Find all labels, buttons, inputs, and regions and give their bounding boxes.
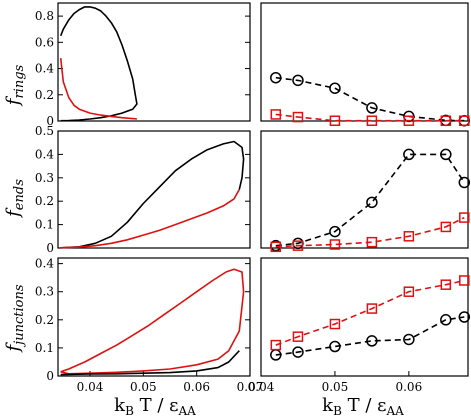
y-tick-label: 0.2 <box>35 194 54 208</box>
data-point-circle <box>458 311 471 323</box>
data-point-square <box>329 115 341 126</box>
data-point-square <box>270 109 282 120</box>
data-point-circle <box>329 340 341 353</box>
data-point-square <box>366 303 378 314</box>
data-point-circle <box>270 71 282 84</box>
y-tick-label: 0.1 <box>35 218 54 232</box>
data-point-circle <box>292 346 304 358</box>
data-point-circle <box>403 148 415 161</box>
x-tick-label: 0.04 <box>77 380 104 394</box>
data-point-circle <box>329 225 341 238</box>
data-point-square <box>440 279 452 290</box>
x-tick-label: 0.07 <box>237 380 264 394</box>
series-line-black <box>59 6 138 122</box>
data-point-circle <box>366 196 378 209</box>
panel-junctions-theory: 0 0.1 0.2 0.3 0.4 0.04 0.05 0.06 0.07 <box>35 257 263 394</box>
data-point-square <box>459 275 470 286</box>
data-point-square <box>403 115 415 126</box>
ylabel-junctions: fjunctions <box>3 284 27 353</box>
y-tick-label: 0.4 <box>35 62 54 76</box>
ylabel-ends: fends <box>3 179 27 219</box>
y-tick-label: 0.5 <box>35 124 54 138</box>
y-tick-label: 0 <box>46 369 54 383</box>
y-tick-label: 0.3 <box>35 171 54 185</box>
data-point-square <box>459 115 470 126</box>
series-line-red <box>275 216 465 248</box>
data-point-circle <box>366 102 378 114</box>
plot-frame <box>260 2 469 122</box>
x-tick-label: 0.05 <box>322 380 349 394</box>
x-tick-label: 0.06 <box>183 380 210 394</box>
y-tick-label: 0 <box>46 241 54 255</box>
xlabel-left: kB T / εAA <box>114 395 196 417</box>
y-tick-label: 0.2 <box>35 88 54 102</box>
series-line-red <box>275 279 465 346</box>
data-point-square <box>366 115 378 126</box>
plot-frame <box>260 257 469 377</box>
series-line-black <box>275 316 465 356</box>
data-point-square <box>292 111 304 123</box>
data-point-square <box>459 212 470 223</box>
data-point-circle <box>292 74 304 87</box>
plot-frame <box>57 2 251 122</box>
data-point-square <box>329 318 341 330</box>
x-tick-label: 0.04 <box>248 380 275 394</box>
xlabel-right: kB T / εAA <box>322 395 404 417</box>
series-line-black <box>275 76 465 122</box>
panel-ends-sim <box>260 130 471 253</box>
y-tick-label: 0.1 <box>35 341 54 355</box>
plot-frame <box>260 130 469 249</box>
panel-junctions-sim: 0.04 0.05 0.06 <box>248 257 471 394</box>
panel-ends-theory: 0 0.1 0.2 0.3 0.4 0.5 <box>35 124 251 255</box>
data-point-square <box>270 339 282 351</box>
data-point-circle <box>458 176 471 189</box>
y-tick-label: 0.4 <box>35 147 54 161</box>
plot-frame <box>57 257 251 377</box>
plot-frame <box>57 130 251 249</box>
series-line-red <box>60 268 245 375</box>
series-line-black <box>60 350 240 376</box>
x-tick-label: 0.06 <box>395 380 422 394</box>
panel-rings-sim <box>260 2 471 127</box>
series-line-red <box>60 189 240 249</box>
data-point-square <box>403 231 415 242</box>
data-point-circle <box>329 82 341 94</box>
series-line-red <box>275 113 465 122</box>
panel-rings-theory: 0 0.2 0.4 0.6 0.8 <box>35 2 251 128</box>
data-point-square <box>329 239 341 250</box>
data-point-square <box>366 236 378 248</box>
ylabel-rings: frings <box>3 64 27 107</box>
series-line-black <box>275 153 465 247</box>
data-point-square <box>440 115 452 126</box>
data-point-square <box>403 286 415 297</box>
y-tick-label: 0.6 <box>35 35 54 49</box>
series-line-red <box>59 58 137 120</box>
data-point-square <box>270 241 282 253</box>
data-point-square <box>440 221 452 233</box>
data-point-square <box>292 240 304 251</box>
y-tick-label: 0 <box>46 114 54 128</box>
y-tick-label: 0.4 <box>35 257 54 271</box>
series-line-black <box>60 140 245 249</box>
data-point-circle <box>366 335 378 347</box>
data-point-circle <box>403 333 415 346</box>
y-tick-label: 0.3 <box>35 285 54 299</box>
data-point-circle <box>440 148 452 161</box>
y-tick-label: 0.8 <box>35 9 54 23</box>
data-point-square <box>292 331 304 342</box>
y-tick-label: 0.2 <box>35 313 54 327</box>
data-point-circle <box>440 314 452 326</box>
x-tick-label: 0.05 <box>130 380 157 394</box>
